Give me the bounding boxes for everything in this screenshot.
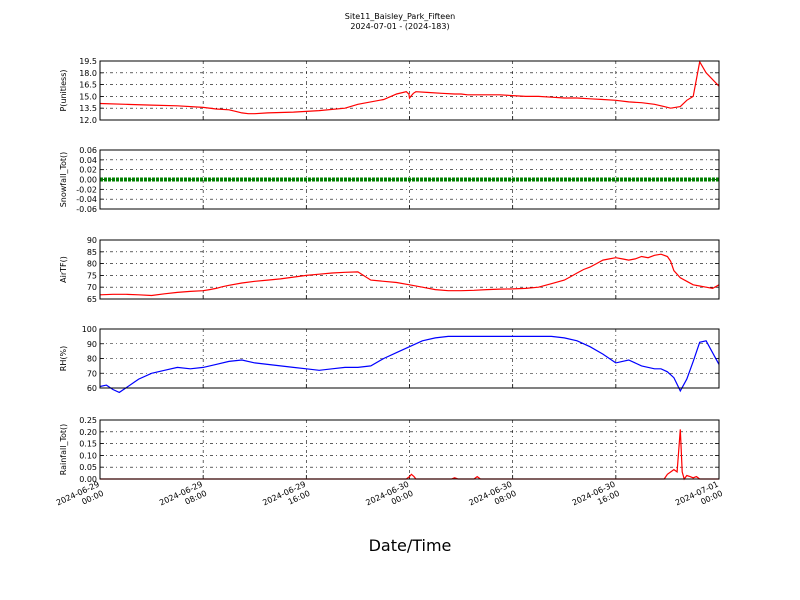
y-tick-label: 85 bbox=[87, 248, 97, 257]
y-axis-label: Rainfall_Tot() bbox=[59, 424, 68, 476]
y-tick-label: 0.04 bbox=[79, 156, 97, 165]
plot-frame bbox=[99, 239, 720, 300]
panel-5: 0.00 0.05 0.10 0.15 0.20 0.25 Rainfall_Tot() bbox=[59, 416, 720, 484]
y-axis-label: P(unitless) bbox=[59, 69, 68, 111]
plot-frame bbox=[99, 419, 720, 480]
plot-frame bbox=[99, 149, 720, 210]
panel-2: -0.06-0.04-0.020.000.020.040.06 Snowfall_… bbox=[59, 146, 720, 214]
y-tick-label: 16.5 bbox=[79, 81, 97, 90]
series-line bbox=[99, 60, 720, 115]
y-tick-label: 75 bbox=[87, 271, 97, 280]
y-tick-label: 0.25 bbox=[79, 416, 97, 425]
plot-frame bbox=[99, 60, 720, 121]
chart-panels: 12.0 13.5 15.0 16.5 18.0 19.5 P(unitless) -0.06… bbox=[59, 57, 720, 484]
y-tick-label: 18.0 bbox=[79, 69, 97, 78]
panel-4: 60 70 80 90 100 RH(%) bbox=[59, 325, 720, 394]
y-tick-label: 90 bbox=[87, 236, 97, 245]
y-tick-label: -0.06 bbox=[76, 205, 97, 214]
y-tick-label: 13.5 bbox=[79, 104, 97, 113]
y-tick-label: 65 bbox=[87, 295, 97, 304]
y-axis-label: Snowfall_Tot() bbox=[59, 152, 68, 208]
series-line bbox=[99, 253, 720, 297]
y-tick-label: 80 bbox=[87, 355, 97, 364]
series-line bbox=[99, 335, 720, 394]
panel-3: 65 70 75 80 85 90 AirTF() bbox=[59, 236, 720, 304]
y-axis-label: AirTF() bbox=[59, 256, 68, 283]
y-tick-label: -0.04 bbox=[76, 195, 97, 204]
y-tick-label: 90 bbox=[87, 340, 97, 349]
y-tick-label: 0.02 bbox=[79, 166, 97, 175]
y-tick-label: 0.00 bbox=[79, 475, 97, 484]
y-tick-label: 0.00 bbox=[79, 176, 97, 185]
y-tick-label: 0.06 bbox=[79, 146, 97, 155]
y-tick-label: 100 bbox=[82, 325, 97, 334]
y-tick-label: 0.20 bbox=[79, 428, 97, 437]
y-tick-label: 70 bbox=[87, 283, 97, 292]
panel-1: 12.0 13.5 15.0 16.5 18.0 19.5 P(unitless) bbox=[59, 57, 720, 125]
y-tick-label: 60 bbox=[87, 384, 97, 393]
y-tick-label: -0.02 bbox=[76, 185, 97, 194]
y-tick-label: 0.05 bbox=[79, 463, 97, 472]
plot-frame bbox=[99, 328, 720, 389]
y-tick-label: 12.0 bbox=[79, 116, 97, 125]
y-tick-label: 70 bbox=[87, 369, 97, 378]
y-tick-label: 15.0 bbox=[79, 92, 97, 101]
y-tick-label: 80 bbox=[87, 260, 97, 269]
x-axis-label: Date/Time bbox=[369, 536, 452, 555]
y-axis-label: RH(%) bbox=[59, 346, 68, 371]
y-tick-label: 0.15 bbox=[79, 440, 97, 449]
y-tick-label: 0.10 bbox=[79, 451, 97, 460]
chart-title: Site11_Baisley_Park_Fifteen bbox=[345, 12, 455, 21]
chart-subtitle: 2024-07-01 - (2024-183) bbox=[350, 22, 449, 31]
y-tick-label: 19.5 bbox=[79, 57, 97, 66]
